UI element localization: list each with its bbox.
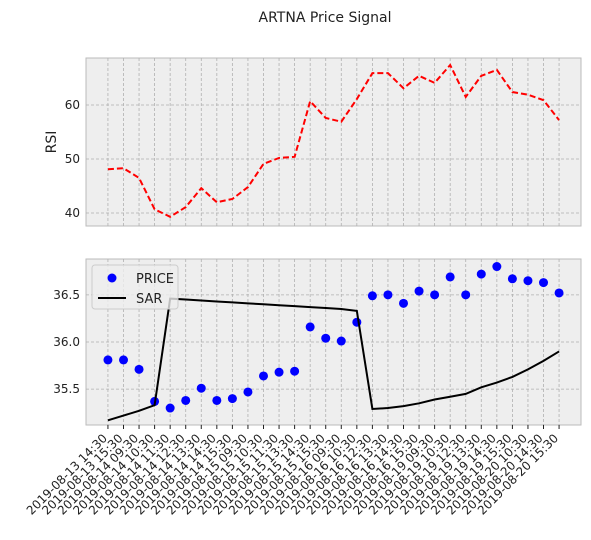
rsi-line xyxy=(107,63,560,218)
price-point xyxy=(103,355,113,365)
legend-label: SAR xyxy=(136,292,162,307)
price-point xyxy=(290,366,300,376)
price-point xyxy=(118,355,128,365)
y-axis-label: RSI xyxy=(44,131,60,154)
price-point xyxy=(274,367,284,377)
sar-line xyxy=(107,297,560,422)
price-point xyxy=(399,298,409,308)
price-point xyxy=(321,333,331,343)
price-point xyxy=(523,276,533,286)
price-point xyxy=(507,274,517,284)
price-point xyxy=(554,288,564,298)
legend-swatch xyxy=(107,273,117,283)
price-point xyxy=(181,395,191,405)
price-point xyxy=(305,322,315,332)
legend-label: PRICE xyxy=(136,272,174,287)
price-point xyxy=(492,262,502,272)
y-tick-label: 40 xyxy=(65,206,80,220)
price-point xyxy=(227,394,237,404)
price-point xyxy=(383,290,393,300)
price-point xyxy=(539,278,549,288)
price-point xyxy=(134,364,144,374)
plot-area xyxy=(85,57,582,227)
y-tick-label: 36.0 xyxy=(53,335,80,349)
price-point xyxy=(165,403,175,413)
price-point xyxy=(414,286,424,296)
price-point xyxy=(430,290,440,300)
price-point xyxy=(336,336,346,346)
price-point xyxy=(212,395,222,405)
price-point xyxy=(258,371,268,381)
price-point xyxy=(461,290,471,300)
y-tick-label: 36.5 xyxy=(53,288,80,302)
price-point xyxy=(243,387,253,397)
price-point xyxy=(445,272,455,282)
y-tick-label: 50 xyxy=(65,152,80,166)
chart-title: ARTNA Price Signal xyxy=(259,10,392,26)
price-point xyxy=(476,269,486,279)
price-point xyxy=(196,383,206,393)
y-tick-label: 60 xyxy=(65,98,80,112)
y-tick-label: 35.5 xyxy=(53,382,80,396)
price-point xyxy=(367,291,377,301)
